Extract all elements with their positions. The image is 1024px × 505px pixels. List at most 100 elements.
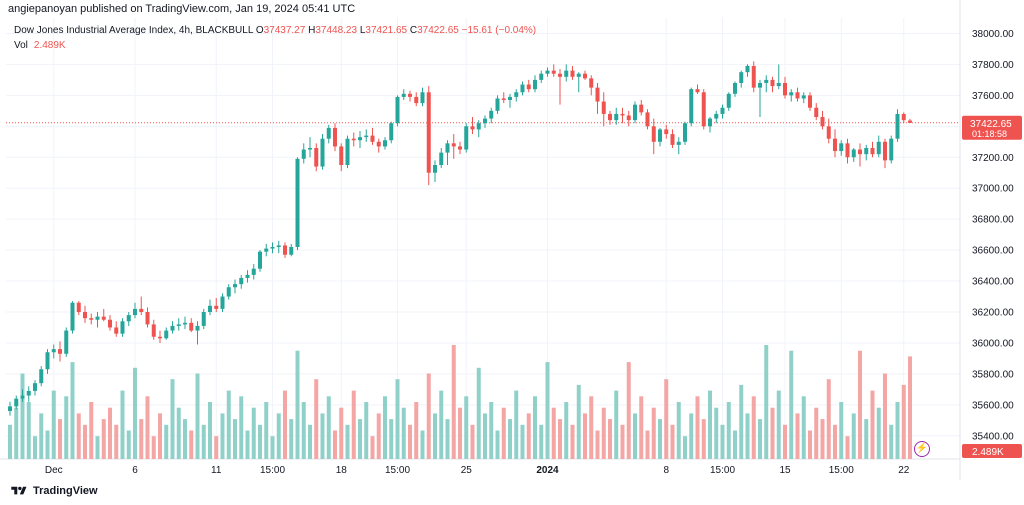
candle-body	[45, 352, 50, 370]
volume-bar	[908, 356, 912, 459]
x-tick-label: 22	[898, 465, 910, 476]
volume-bar	[33, 436, 37, 459]
x-tick-label: 15:00	[710, 465, 735, 476]
footer-brand[interactable]: TradingView	[10, 485, 98, 497]
candle-body	[301, 149, 306, 159]
candle-body	[283, 245, 287, 255]
candle-body	[414, 96, 419, 104]
volume-bar	[126, 430, 131, 459]
candle-body	[351, 138, 356, 141]
candle-body	[226, 287, 231, 297]
candle-body	[239, 277, 244, 285]
candle-body	[445, 143, 450, 153]
volume-bar	[251, 407, 256, 459]
volume-bar	[395, 379, 400, 459]
volume-bar	[39, 413, 44, 459]
brand-text: TradingView	[33, 485, 98, 497]
y-tick-label: 36800.00	[972, 215, 1014, 226]
candle-body	[70, 302, 75, 331]
candle-body	[270, 247, 275, 249]
candle-body	[14, 398, 19, 407]
publisher-text: angiepanoyan published on TradingView.co…	[8, 3, 356, 15]
volume-bar	[64, 396, 69, 459]
candle-body	[851, 149, 856, 158]
candle-body	[170, 325, 175, 331]
candle-body	[889, 138, 894, 161]
volume-bar	[820, 419, 825, 459]
volume-bar	[864, 419, 869, 459]
volume-bar	[458, 407, 462, 459]
candle-body	[701, 92, 706, 127]
lightning-icon[interactable]: ⚡	[914, 441, 930, 457]
candle-body	[420, 92, 425, 104]
volume-bar	[576, 384, 581, 459]
candle-body	[633, 104, 637, 121]
y-tick-label: 37200.00	[972, 153, 1014, 164]
volume-bar	[189, 430, 194, 459]
volume-bar	[376, 413, 381, 459]
candle-body	[383, 140, 387, 147]
volume-bar	[145, 396, 150, 459]
candle-body	[276, 245, 281, 248]
tradingview-logo-icon	[11, 486, 27, 495]
volume-bar	[383, 396, 387, 459]
price-badge-value: 37422.65	[970, 119, 1012, 130]
volume-value: 2.489K	[33, 40, 66, 51]
volume-bar	[276, 413, 281, 459]
candle-body	[489, 110, 494, 119]
volume-bar	[714, 407, 719, 459]
volume-bar	[851, 413, 856, 459]
volume-bar	[639, 396, 644, 459]
change-value: −15.61 (−0.04%)	[461, 25, 537, 36]
volume-bar	[201, 424, 206, 459]
volume-bar	[433, 413, 437, 459]
candle-body	[583, 73, 587, 79]
volume-bar	[845, 436, 850, 459]
volume-bar	[676, 402, 681, 459]
candle-body	[564, 70, 569, 77]
volume-bar	[551, 407, 556, 459]
volume-bar	[83, 424, 87, 459]
volume-bar	[120, 390, 125, 459]
candle-body	[339, 146, 344, 165]
candle-body	[195, 325, 200, 331]
candle-body	[508, 96, 512, 101]
volume-bar	[720, 424, 725, 459]
candle-body	[395, 96, 400, 124]
candle-body	[539, 73, 544, 80]
volume-bar	[464, 396, 469, 459]
volume-bar	[758, 419, 762, 459]
x-tick-label: 15:00	[829, 465, 854, 476]
volume-bar	[876, 407, 881, 459]
candle-body	[76, 302, 81, 312]
candle-body	[58, 349, 62, 354]
x-tick-label: 15	[779, 465, 791, 476]
candle-body	[626, 115, 631, 121]
candle-body	[439, 152, 444, 165]
volume-bar	[8, 424, 12, 459]
candle-body	[426, 92, 431, 173]
y-tick-label: 37000.00	[972, 184, 1014, 195]
candle-body	[214, 305, 219, 309]
ohlc-values: O37437.27 H37448.23 L37421.65 C37422.65 …	[256, 25, 536, 36]
volume-bar	[95, 436, 100, 459]
volume-bar	[295, 350, 300, 459]
volume-badge-value: 2.489K	[972, 447, 1004, 458]
candle-body	[464, 126, 469, 150]
volume-bar	[783, 424, 787, 459]
volume-bar	[520, 424, 525, 459]
volume-bar	[114, 424, 119, 459]
candle-body	[845, 143, 850, 158]
candle-body	[751, 65, 756, 88]
volume-bar	[289, 419, 294, 459]
publisher-line: angiepanoyan published on TradingView.co…	[8, 3, 355, 15]
candle-body	[870, 147, 875, 155]
volume-bar	[339, 407, 344, 459]
candle-body	[589, 78, 594, 88]
candle-body	[183, 322, 187, 325]
low-label: L	[359, 25, 366, 36]
volume-bar	[570, 424, 575, 459]
y-tick-label: 36400.00	[972, 277, 1014, 288]
volume-bar	[258, 424, 262, 459]
candle-body	[151, 324, 156, 337]
